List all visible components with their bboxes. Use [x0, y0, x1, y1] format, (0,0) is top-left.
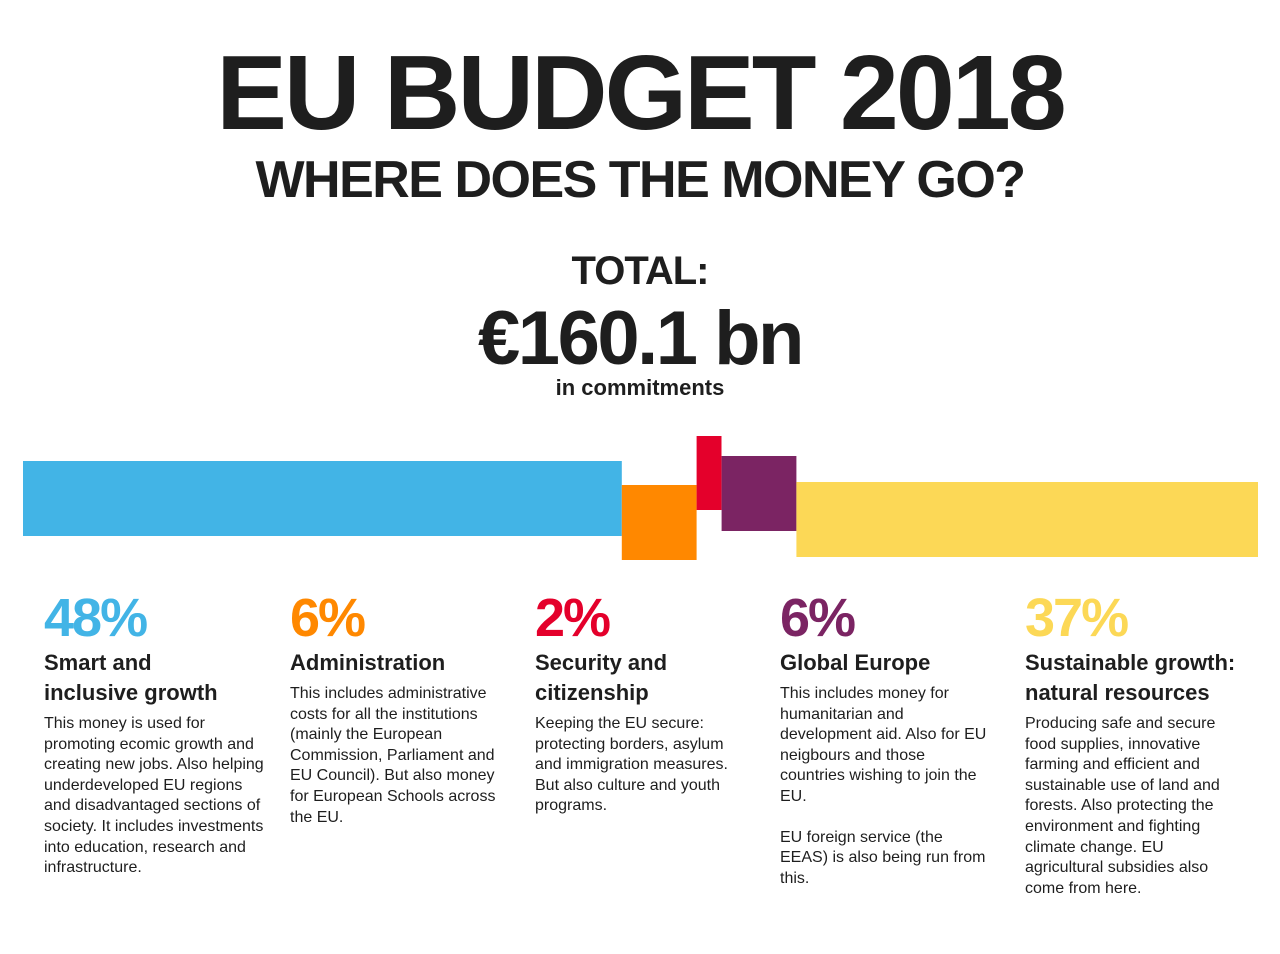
category-security: 2% Security and citizenship Keeping the …	[535, 588, 760, 817]
category-global-europe: 6% Global Europe This includes money for…	[780, 588, 1005, 889]
total-value: €160.1 bn	[478, 296, 804, 381]
category-heading: Sustainable growth: natural resources	[1025, 650, 1236, 705]
page-subtitle: WHERE DOES THE MONEY GO?	[255, 151, 1026, 209]
bar-segment-3	[696, 436, 722, 510]
bar-segment-2	[621, 485, 697, 560]
category-description: This includes administrative costs for a…	[290, 685, 496, 826]
category-percent: 48%	[44, 588, 148, 648]
category-percent: 6%	[290, 588, 366, 648]
category-smart-growth: 48% Smart and inclusive growth This mone…	[44, 588, 269, 879]
total-label: TOTAL:	[571, 249, 710, 293]
category-description: Keeping the EU secure: protecting border…	[535, 715, 728, 815]
category-percent: 2%	[535, 588, 611, 648]
category-heading: Security and citizenship	[535, 650, 668, 705]
category-description-extra: EU foreign service (the EEAS) is also be…	[780, 828, 986, 887]
category-heading: Global Europe	[780, 650, 931, 675]
category-heading: Administration	[290, 650, 446, 675]
page-title: EU BUDGET 2018	[216, 34, 1067, 152]
bar-segment-5	[796, 482, 1258, 557]
category-description: Producing safe and secure food supplies,…	[1025, 715, 1220, 897]
category-percent: 6%	[780, 588, 856, 648]
category-description: This includes money for humanitarian and…	[780, 685, 987, 805]
category-description: This money is used for promoting ecomic …	[44, 715, 264, 877]
total-note: in commitments	[555, 375, 725, 400]
category-percent: 37%	[1025, 588, 1129, 648]
bar-segment-1	[23, 461, 622, 536]
category-administration: 6% Administration This includes administ…	[290, 588, 515, 828]
bar-segment-4	[721, 456, 797, 531]
category-sustainable-growth: 37% Sustainable growth: natural resource…	[1025, 588, 1260, 899]
category-heading: Smart and inclusive growth	[44, 650, 218, 705]
